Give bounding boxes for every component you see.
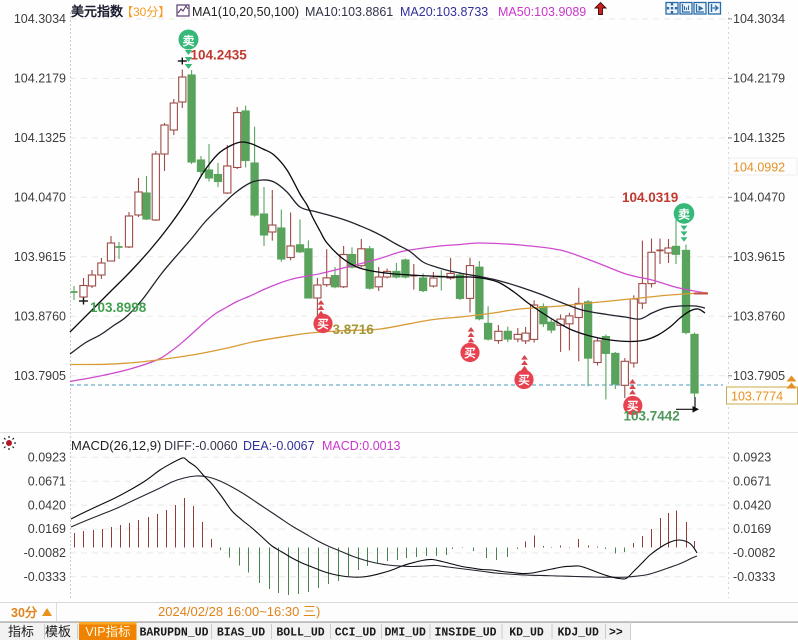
svg-text:104.2179: 104.2179: [733, 72, 785, 86]
svg-text:美元指数: 美元指数: [71, 4, 124, 19]
svg-text:【30分】: 【30分】: [121, 5, 170, 19]
svg-text:模板: 模板: [45, 624, 71, 639]
svg-text:0.0671: 0.0671: [28, 474, 66, 488]
svg-text:-0.0333: -0.0333: [733, 570, 775, 584]
svg-text:0.0671: 0.0671: [733, 474, 771, 488]
svg-text:买: 买: [317, 318, 329, 331]
svg-text:三: 三: [303, 604, 316, 619]
svg-text:CCI_UD: CCI_UD: [335, 627, 377, 640]
svg-text:BIAS_UD: BIAS_UD: [217, 627, 265, 640]
svg-text:MACD(26,12,9): MACD(26,12,9): [71, 438, 161, 453]
svg-text:104.0992: 104.0992: [733, 161, 785, 175]
svg-text:103.8998: 103.8998: [90, 300, 147, 315]
svg-text:3.8716: 3.8716: [333, 322, 375, 337]
svg-text:2024/02/28 16:00~16:30: 2024/02/28 16:00~16:30: [158, 604, 299, 619]
svg-text:103.9615: 103.9615: [14, 250, 66, 264]
svg-text:104.1325: 104.1325: [733, 131, 785, 145]
svg-text:-0.0082: -0.0082: [24, 546, 66, 560]
svg-text:103.9615: 103.9615: [733, 250, 785, 264]
svg-text:104.1325: 104.1325: [14, 131, 66, 145]
svg-text:DIFF:-0.0060: DIFF:-0.0060: [164, 439, 238, 453]
svg-text:103.7774: 103.7774: [731, 390, 783, 404]
svg-text:103.8760: 103.8760: [14, 310, 66, 324]
svg-text:): ): [316, 604, 320, 619]
svg-text:MA50:103.9089: MA50:103.9089: [498, 5, 586, 19]
svg-text:KD_UD: KD_UD: [509, 627, 544, 640]
svg-text:买: 买: [464, 347, 476, 360]
svg-text:INSIDE_UD: INSIDE_UD: [434, 627, 496, 640]
svg-text:104.0319: 104.0319: [622, 190, 678, 205]
svg-text:买: 买: [518, 374, 530, 387]
svg-text:DMI_UD: DMI_UD: [385, 627, 427, 640]
svg-text:VIP指标: VIP指标: [85, 624, 130, 639]
svg-text:0.0169: 0.0169: [28, 522, 66, 536]
svg-text:104.3034: 104.3034: [733, 12, 785, 26]
svg-text:104.0470: 104.0470: [14, 191, 66, 205]
svg-text:MACD:0.0013: MACD:0.0013: [322, 439, 401, 453]
svg-text:BARUPDN_UD: BARUPDN_UD: [139, 627, 208, 640]
svg-text:104.0470: 104.0470: [733, 191, 785, 205]
svg-text:MA20:103.8733: MA20:103.8733: [400, 5, 488, 19]
svg-text:指标: 指标: [8, 624, 34, 639]
svg-text:卖: 卖: [182, 33, 194, 48]
svg-text:0.0923: 0.0923: [28, 451, 66, 465]
svg-text:103.7905: 103.7905: [733, 369, 785, 383]
svg-text:>>: >>: [609, 627, 623, 640]
svg-text:-0.0333: -0.0333: [24, 570, 66, 584]
svg-text:DEA:-0.0067: DEA:-0.0067: [243, 439, 315, 453]
svg-text:103.7442: 103.7442: [624, 409, 680, 424]
svg-text:0.0420: 0.0420: [28, 498, 66, 512]
svg-text:0.0169: 0.0169: [733, 522, 771, 536]
svg-text:KDJ_UD: KDJ_UD: [558, 627, 600, 640]
svg-text:104.3034: 104.3034: [14, 12, 66, 26]
svg-text:103.7905: 103.7905: [14, 369, 66, 383]
svg-text:-0.0082: -0.0082: [733, 546, 775, 560]
svg-text:0.0923: 0.0923: [733, 451, 771, 465]
svg-text:103.8760: 103.8760: [733, 310, 785, 324]
svg-text:卖: 卖: [678, 206, 690, 221]
svg-text:MA10:103.8861: MA10:103.8861: [305, 5, 393, 19]
svg-text:104.2435: 104.2435: [191, 48, 248, 63]
svg-text:0.0420: 0.0420: [733, 498, 771, 512]
svg-text:BOLL_UD: BOLL_UD: [276, 627, 324, 640]
svg-text:104.2179: 104.2179: [14, 72, 66, 86]
svg-text:买: 买: [627, 400, 639, 413]
svg-text:30分: 30分: [11, 605, 38, 620]
svg-text:MA1(10,20,50,100): MA1(10,20,50,100): [192, 5, 299, 19]
